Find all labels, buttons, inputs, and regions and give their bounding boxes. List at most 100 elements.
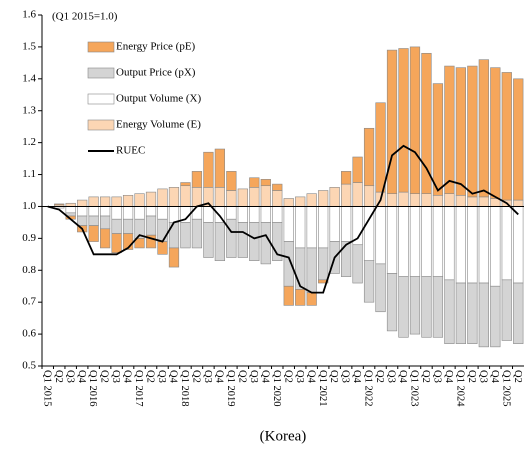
x-tick-label: Q1 2025 [500, 370, 511, 406]
bar-segment [329, 206, 340, 242]
legend-label: Output Price (pX) [116, 67, 196, 79]
bar-segment [352, 182, 363, 207]
x-tick-label: Q1 2016 [87, 370, 98, 406]
x-tick-label: Q3 [248, 370, 259, 383]
x-tick-label: Q1 2023 [409, 370, 420, 406]
bar-segment [157, 241, 168, 255]
bar-segment [421, 193, 432, 207]
x-tick-label: Q1 2021 [317, 370, 328, 406]
y-tick-label: 1.6 [22, 9, 36, 21]
bar-segment [295, 206, 306, 249]
bar-segment [157, 206, 168, 220]
bar-segment [421, 206, 432, 277]
x-tick-label: Q2 [191, 370, 202, 383]
bar-segment [157, 188, 168, 207]
bar-segment [421, 52, 432, 194]
bar-segment [409, 46, 421, 194]
bar-segment [237, 222, 248, 258]
legend-swatch [87, 93, 115, 105]
bar-segment [99, 196, 111, 207]
bar-segment [467, 65, 478, 198]
bar-segment [455, 67, 467, 196]
bar-segment [306, 292, 317, 306]
x-tick-label: Q2 [374, 370, 385, 383]
bar-segment [432, 276, 444, 338]
bar-segment [260, 222, 271, 265]
bar-segment [145, 191, 157, 207]
bar-segment [272, 190, 283, 207]
bar-segment [306, 206, 317, 249]
bar-segment [180, 222, 191, 249]
x-tick-label: Q1 2015 [41, 370, 52, 406]
bar-segment [490, 67, 501, 199]
x-tick-label: Q2 [512, 370, 523, 383]
bar-segment [134, 193, 145, 207]
bar-segment [226, 171, 237, 191]
x-tick-label: Q4 [351, 370, 362, 384]
bar-segment [283, 285, 294, 306]
x-tick-label: Q2 [145, 370, 156, 383]
bar-segment [501, 206, 512, 281]
bar-segment [455, 206, 467, 284]
bar-segment [191, 171, 203, 188]
legend-label: RUEC [116, 145, 145, 157]
x-tick-label: Q1 2018 [179, 370, 190, 406]
bar-segment [249, 222, 260, 261]
bar-segment [306, 193, 317, 207]
bar-segment [134, 238, 145, 249]
bar-segment [444, 279, 455, 344]
bar-segment [214, 222, 226, 261]
bar-segment [111, 218, 122, 234]
bar-segment [237, 206, 248, 223]
bar-segment [375, 206, 386, 265]
bar-segment [249, 187, 260, 207]
bar-segment [191, 187, 203, 207]
bar-segment [145, 215, 157, 236]
bar-segment [122, 194, 134, 207]
x-tick-label: Q1 2019 [225, 370, 236, 406]
bar-segment [283, 198, 294, 207]
bar-segment [191, 206, 203, 220]
x-tick-label: Q2 [53, 370, 64, 383]
bar-segment [444, 65, 455, 194]
bar-segment [501, 72, 512, 201]
legend-label: Energy Volume (E) [116, 119, 201, 131]
x-tick-label: Q1 2017 [133, 370, 144, 406]
bar-segment [99, 206, 111, 217]
bar-segment [260, 206, 271, 223]
bar-segment [386, 49, 398, 194]
bar-segment [513, 206, 524, 284]
bar-segment [340, 183, 352, 207]
y-tick-label: 1.1 [22, 168, 36, 180]
bar-segment [145, 234, 157, 249]
bar-segment [272, 183, 283, 191]
bar-segment [272, 222, 283, 261]
bar-segment [318, 190, 329, 207]
bar-segment [432, 194, 444, 207]
bar-segment [340, 171, 352, 185]
x-tick-label: Q3 [64, 370, 75, 383]
bar-segment [467, 206, 478, 284]
bar-segment [318, 247, 329, 281]
bar-segment [421, 276, 432, 338]
bar-segment [203, 151, 214, 188]
bar-segment [455, 282, 467, 344]
bar-segment [99, 228, 111, 249]
bar-segment [168, 247, 180, 268]
x-axis-label: (Korea) [260, 428, 307, 444]
y-tick-label: 0.8 [22, 264, 36, 276]
x-tick-label: Q3 [477, 370, 488, 383]
bar-segment [122, 206, 134, 220]
bar-segment [191, 218, 203, 249]
x-tick-label: Q2 [466, 370, 477, 383]
x-tick-label: Q2 [236, 370, 247, 383]
bar-segment [478, 59, 489, 198]
bar-segment [490, 285, 501, 348]
y-tick-label: 1.2 [22, 136, 36, 148]
bar-segment [306, 247, 317, 293]
x-tick-label: Q2 [282, 370, 293, 383]
bar-segment [375, 102, 386, 193]
bar-segment [77, 199, 88, 207]
bar-segment [432, 206, 444, 277]
